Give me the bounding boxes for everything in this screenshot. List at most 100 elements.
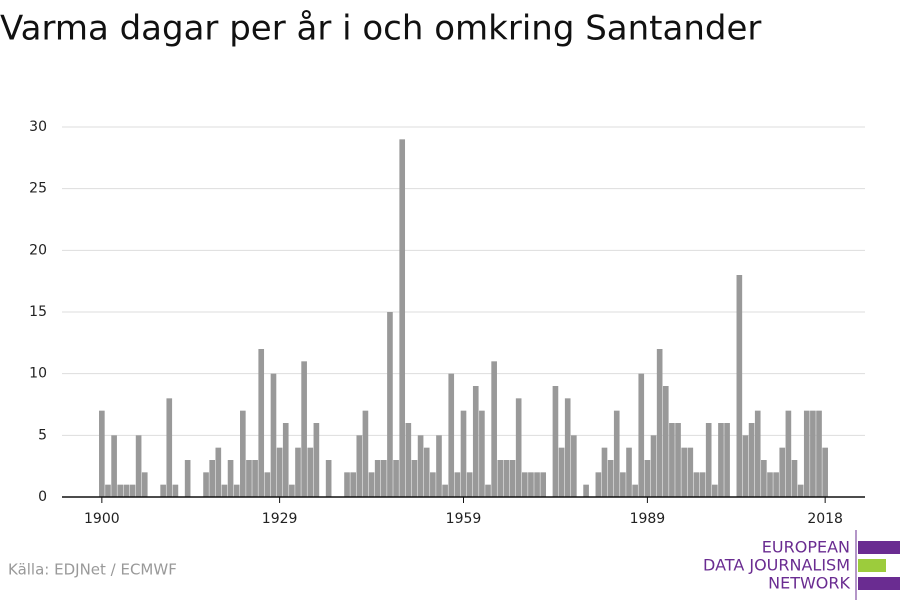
y-tick-label: 20 — [29, 242, 47, 258]
bar — [803, 410, 810, 497]
bar — [620, 472, 626, 497]
logo-text: DATA JOURNALISM — [703, 556, 850, 575]
bar — [552, 386, 559, 497]
bar — [466, 472, 473, 497]
bar — [472, 386, 479, 497]
bar — [350, 472, 356, 497]
bar — [736, 275, 743, 497]
bar — [141, 472, 148, 497]
bar — [650, 435, 657, 497]
bar — [479, 410, 485, 497]
bar — [761, 460, 767, 497]
bar — [460, 410, 467, 497]
bar — [583, 484, 589, 497]
bar — [282, 423, 289, 497]
bar — [160, 484, 166, 497]
bar — [172, 484, 179, 497]
bar — [491, 361, 497, 497]
bar — [767, 472, 773, 497]
y-tick-label: 30 — [29, 119, 47, 135]
bar — [374, 460, 381, 497]
logo-bar — [858, 577, 900, 590]
bar — [313, 423, 320, 497]
bar — [430, 472, 436, 497]
bar — [380, 460, 387, 497]
bar — [638, 373, 645, 497]
x-tick-label: 1900 — [84, 511, 120, 527]
chart-title: Varma dagar per år i och omkring Santand… — [0, 9, 761, 49]
bar — [509, 460, 516, 497]
bar — [362, 410, 369, 497]
bar — [417, 435, 424, 497]
bar — [528, 472, 534, 497]
bar — [503, 460, 510, 497]
bar — [215, 447, 222, 497]
bar — [276, 447, 283, 497]
bar — [564, 398, 571, 497]
bar — [791, 460, 798, 497]
bar — [227, 460, 234, 497]
bar — [233, 484, 240, 497]
bar — [662, 386, 669, 497]
bar — [240, 410, 246, 497]
bar — [724, 423, 730, 497]
bar — [405, 423, 412, 497]
bar — [123, 484, 130, 497]
bar — [687, 447, 694, 497]
bar — [534, 472, 540, 497]
bar — [693, 472, 700, 497]
bar — [748, 423, 755, 497]
bar — [221, 484, 228, 497]
bar — [699, 472, 706, 497]
bar — [712, 484, 718, 497]
bar — [822, 447, 828, 497]
bar — [607, 460, 614, 497]
logo-text: NETWORK — [768, 574, 850, 593]
bar — [356, 435, 363, 497]
bar — [99, 410, 105, 497]
bar — [521, 472, 528, 497]
bar — [246, 460, 252, 497]
bar — [779, 447, 786, 497]
bar — [393, 460, 399, 497]
bar — [797, 484, 804, 497]
bar — [135, 435, 142, 497]
bar — [387, 312, 393, 497]
bar — [184, 460, 191, 497]
bar — [558, 447, 565, 497]
bar — [448, 373, 455, 497]
bar — [264, 472, 271, 497]
bar — [810, 410, 816, 497]
bar — [773, 472, 779, 497]
bar — [675, 423, 681, 497]
bar — [307, 447, 314, 497]
bar — [411, 460, 418, 497]
bar — [497, 460, 504, 497]
bar — [442, 484, 448, 497]
y-tick-label: 15 — [29, 304, 47, 320]
bar — [344, 472, 350, 497]
bar — [399, 139, 406, 498]
logo-bar — [858, 541, 900, 554]
bar — [423, 447, 430, 497]
y-tick-label: 25 — [29, 181, 47, 197]
logo-bar — [858, 559, 886, 572]
bar — [117, 484, 124, 497]
bar — [252, 460, 258, 497]
logo-text: EUROPEAN — [762, 538, 850, 557]
bar — [209, 460, 215, 497]
bar — [718, 423, 724, 497]
bar — [258, 349, 265, 497]
bar — [203, 472, 209, 497]
bar — [540, 472, 547, 497]
bar — [816, 410, 822, 497]
bar — [325, 460, 332, 497]
x-tick-label: 1929 — [262, 511, 298, 527]
y-tick-label: 0 — [38, 489, 47, 505]
bar — [270, 373, 277, 497]
x-tick-label: 1989 — [630, 511, 666, 527]
bar — [515, 398, 522, 497]
source: Källa: EDJNet / ECMWF — [8, 561, 177, 579]
y-tick-label: 10 — [29, 366, 47, 382]
